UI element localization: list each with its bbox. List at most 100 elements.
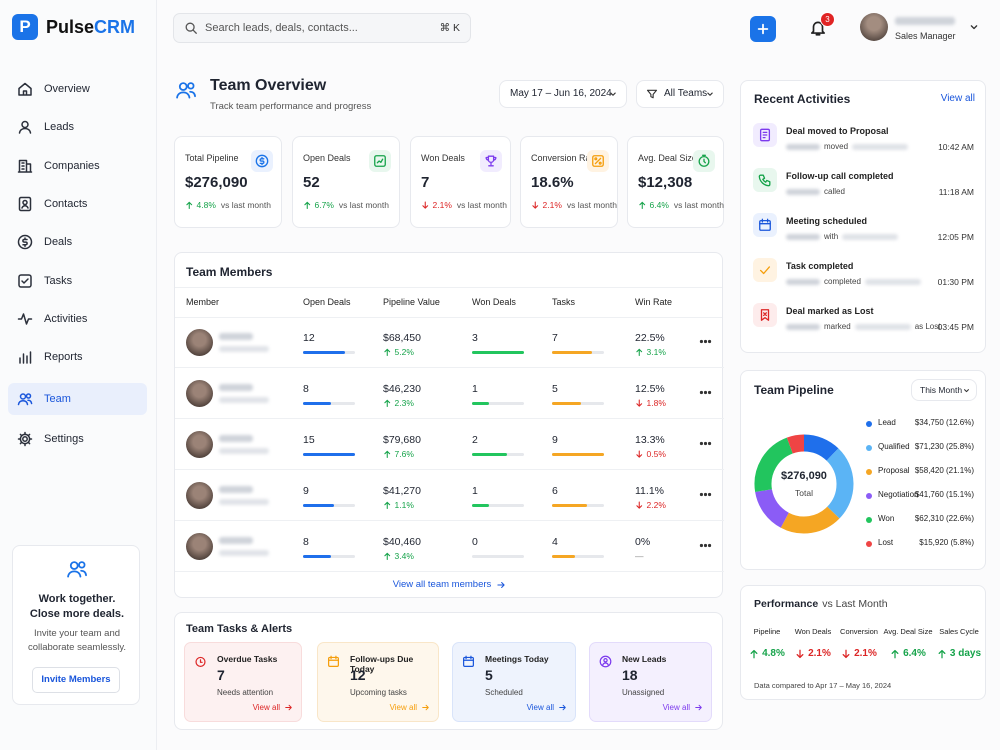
icon-part <box>636 501 643 509</box>
nav-item[interactable]: Team <box>8 383 147 415</box>
icon-part <box>463 655 474 661</box>
nav-item[interactable]: Contacts <box>8 188 147 220</box>
activity-time: 03:45 PM <box>937 322 974 332</box>
search-shortcut: ⌘ K <box>439 22 460 34</box>
view-all-link[interactable]: View all <box>940 93 975 104</box>
icon-part <box>67 570 82 578</box>
icon-part <box>422 201 429 209</box>
user-menu[interactable]: Sales Manager <box>858 10 988 44</box>
activity-title: Follow-up call completed <box>786 171 894 181</box>
icon-building <box>17 159 33 173</box>
icon-part <box>699 441 704 446</box>
divider <box>175 317 722 318</box>
icon-down <box>796 649 804 658</box>
icon-down <box>842 649 850 658</box>
card-title: Recent Activities <box>754 92 851 106</box>
alert-link[interactable]: View all <box>390 703 430 712</box>
row-menu[interactable] <box>699 539 713 553</box>
search-box[interactable]: Search leads, deals, contacts... ⌘ K <box>173 13 471 43</box>
nav-item[interactable]: Reports <box>8 341 147 373</box>
notifications[interactable]: 3 <box>808 12 835 38</box>
icon-part <box>328 655 339 661</box>
change: 6.4% <box>878 648 938 659</box>
kpi-card: Conversion Rate 18.6% 2.1% vs last month <box>520 136 618 228</box>
nav-item[interactable]: Overview <box>8 73 147 105</box>
blurred-name <box>786 323 820 330</box>
member-role-blurred <box>219 499 269 505</box>
nav-item[interactable]: Companies <box>8 150 147 182</box>
icon-part <box>636 399 643 407</box>
activity-verb: with <box>824 232 839 241</box>
activity-verb: completed <box>824 277 861 286</box>
alert-link[interactable]: View all <box>663 703 703 712</box>
alert-value: 18 <box>622 667 638 683</box>
add-button[interactable] <box>750 16 776 42</box>
invite-button[interactable]: Invite Members <box>32 667 120 693</box>
icon-part <box>842 649 850 658</box>
legend-label: Lost <box>878 538 894 547</box>
legend-dot <box>866 421 872 427</box>
tasks-alerts-card: Team Tasks & Alerts Overdue Tasks 7 Needs a… <box>174 612 723 730</box>
icon-part <box>189 90 196 98</box>
row-menu[interactable] <box>699 437 713 451</box>
change-value: 2.1% <box>808 648 831 659</box>
donut-segment <box>803 434 839 461</box>
brand-name-accent: CRM <box>94 17 136 37</box>
icon-part <box>199 659 203 663</box>
icon-chevron <box>970 25 978 30</box>
legend-value: $41,760 (15.1%) <box>914 490 974 499</box>
nav-item[interactable]: Leads <box>8 111 147 143</box>
icon-team <box>17 393 33 406</box>
progress-track <box>552 351 604 354</box>
promo-card: Work together. Close more deals. Invite y… <box>12 545 140 705</box>
nav-item[interactable]: Activities <box>8 303 147 335</box>
activity-time: 11:18 AM <box>938 187 974 197</box>
icon-part <box>176 91 191 99</box>
team-filter[interactable]: All Teams <box>636 80 724 108</box>
icon-part <box>559 704 566 711</box>
change-value: 2.1% <box>854 648 877 659</box>
icon-part <box>532 201 539 209</box>
change-value: 3.1% <box>646 347 666 357</box>
period-select[interactable]: This Month <box>911 379 977 401</box>
change: 6.7% vs last month <box>303 200 389 210</box>
icon-part <box>703 390 708 395</box>
kpi-card: Avg. Deal Size $12,308 6.4% vs last month <box>627 136 724 228</box>
icon-up <box>636 348 643 356</box>
card-title: Team Tasks & Alerts <box>186 623 293 635</box>
nav-item[interactable]: Tasks <box>8 265 147 297</box>
nav-label: Team <box>44 393 71 405</box>
row-menu[interactable] <box>699 488 713 502</box>
icon-part <box>699 543 704 548</box>
icon-chevron <box>610 92 616 96</box>
icon-part <box>21 204 29 209</box>
icon-pct <box>592 155 604 167</box>
icon-up <box>384 399 391 407</box>
icon-part <box>759 219 771 231</box>
legend-dot <box>866 445 872 451</box>
row-menu[interactable] <box>699 386 713 400</box>
nav-item[interactable]: Deals <box>8 226 147 258</box>
user-role: Sales Manager <box>895 31 956 41</box>
alert-card: Meetings Today 5 Scheduled View all <box>452 642 576 722</box>
alert-link[interactable]: View all <box>253 703 293 712</box>
kpi-label: Total Pipeline <box>185 153 239 163</box>
nav-item[interactable]: Settings <box>8 423 147 455</box>
legend-value: $62,310 (22.6%) <box>914 514 974 523</box>
activity-title: Deal moved to Proposal <box>786 126 889 136</box>
view-all-members[interactable]: View all team members <box>175 579 724 590</box>
icon-user <box>18 120 32 134</box>
alert-link[interactable]: View all <box>527 703 567 712</box>
row-menu[interactable] <box>699 335 713 349</box>
progress-bar <box>552 351 593 354</box>
icon-down <box>636 501 643 509</box>
date-picker[interactable]: May 17 – Jun 16, 2024 <box>499 80 627 108</box>
donut-chart <box>754 434 854 534</box>
column-header: Pipeline Value <box>383 297 440 307</box>
change: 0.5% <box>635 449 666 459</box>
kpi-label: Open Deals <box>303 153 351 163</box>
icon-part <box>699 492 704 497</box>
progress-track <box>552 402 604 405</box>
icon-part <box>485 155 497 167</box>
